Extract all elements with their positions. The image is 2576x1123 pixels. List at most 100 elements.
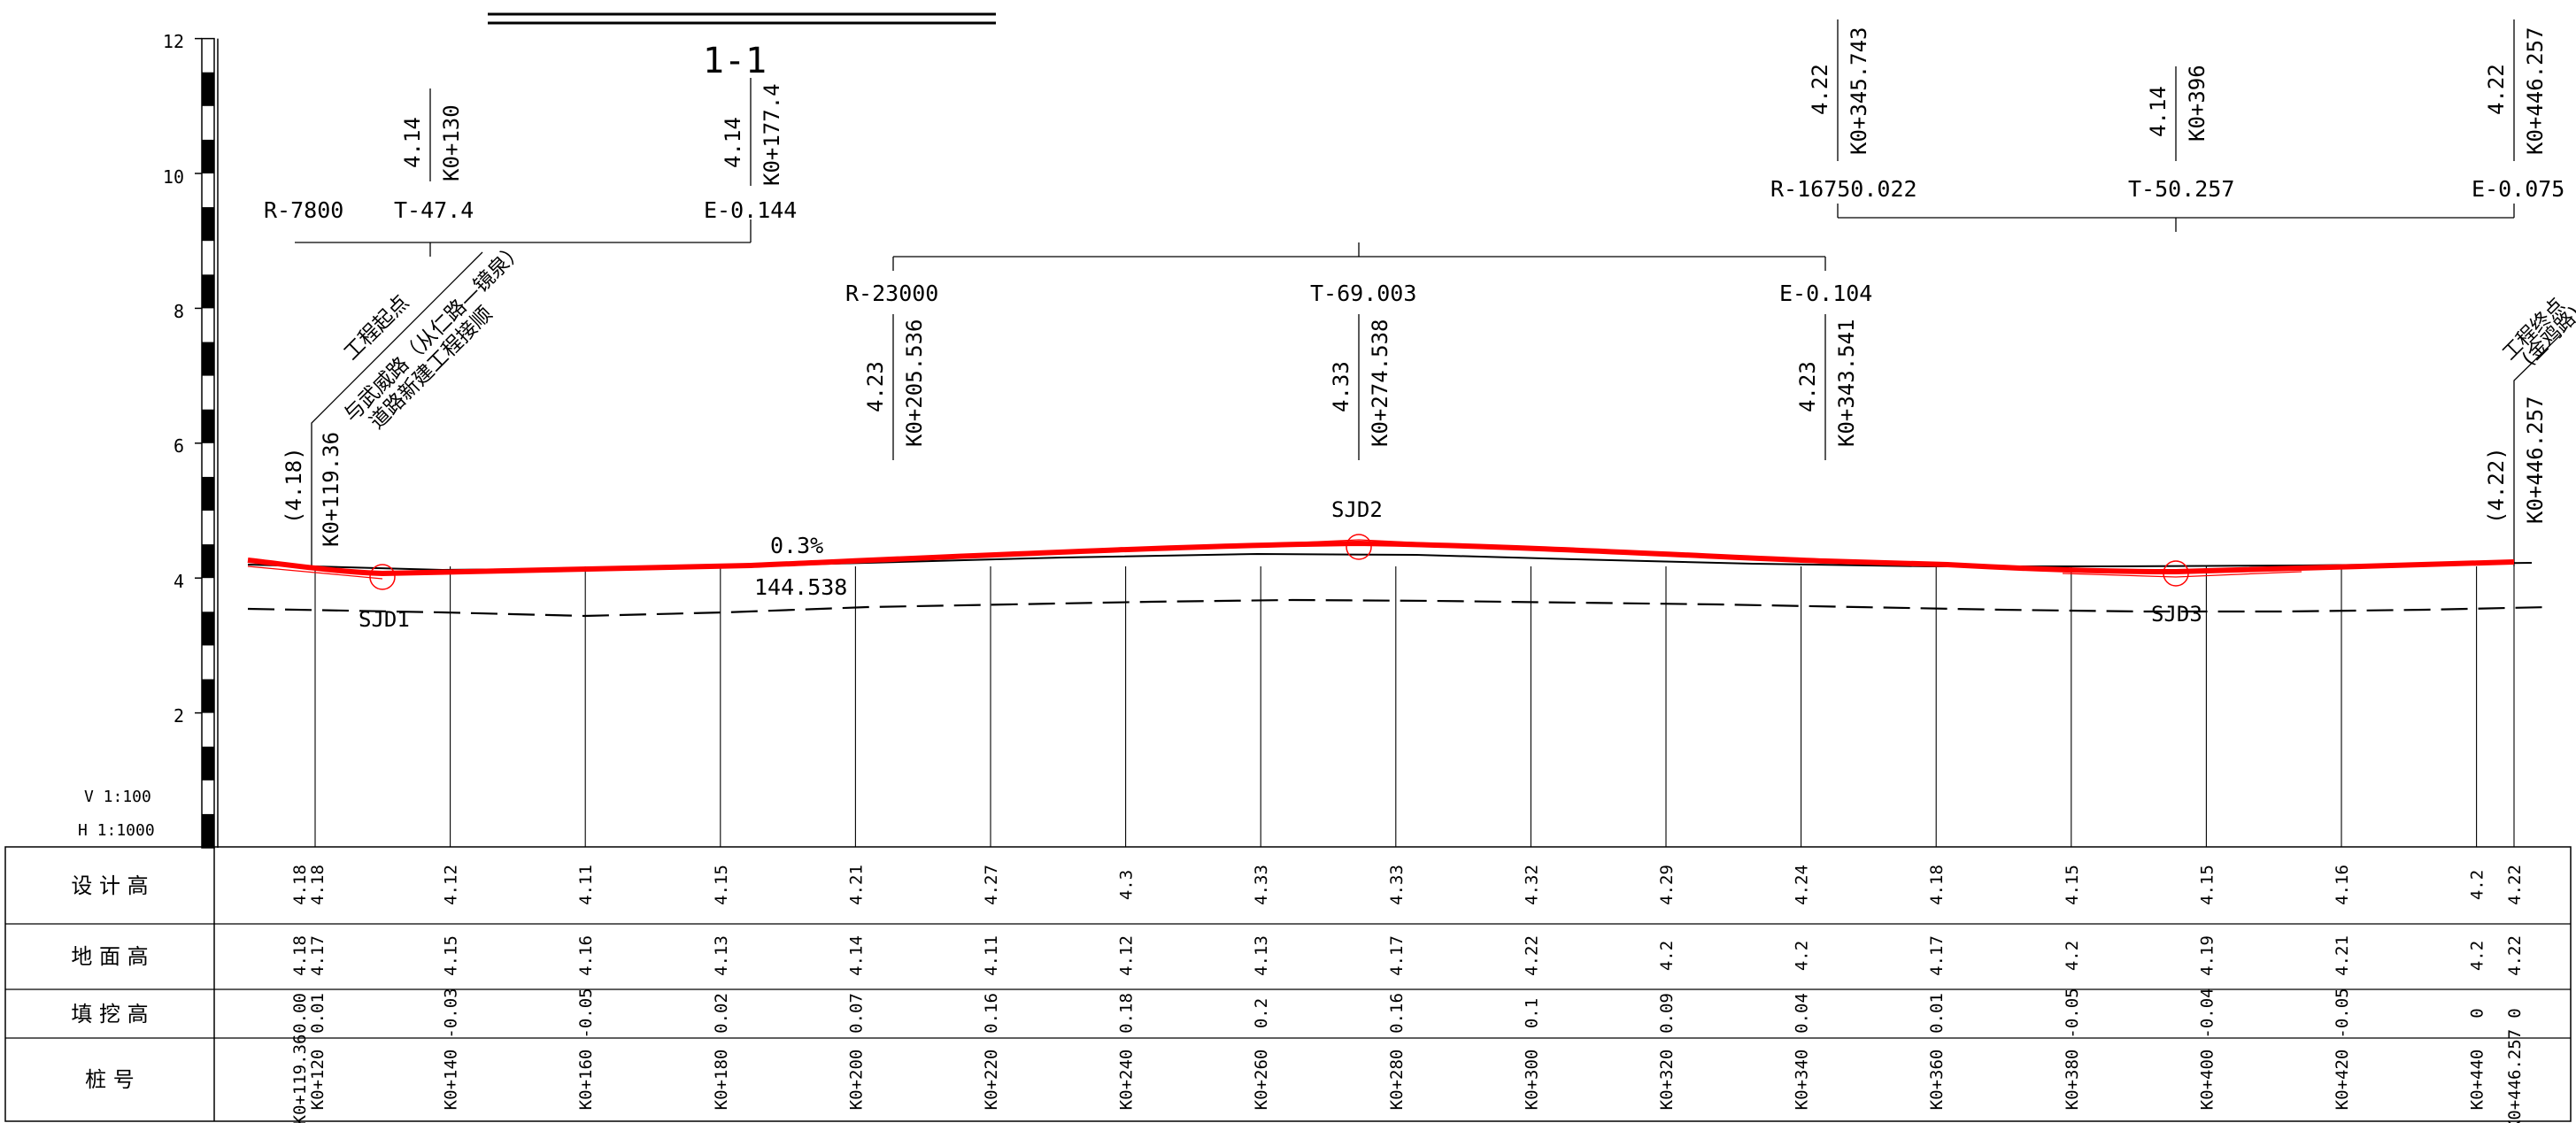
ruler-segment <box>202 274 214 309</box>
section-title: 1-1 <box>703 41 767 81</box>
tick-label-10: 10 <box>163 166 184 188</box>
tangent-line-2 <box>1238 539 1470 546</box>
design-elev-cell: 4.2 <box>2468 870 2487 900</box>
row-label-station: 桩 号 <box>85 1067 135 1092</box>
curve-3-end-elev: 4.22 <box>2484 64 2509 115</box>
station-cell: K0+300 <box>1522 1050 1541 1111</box>
ruler-segment <box>202 746 214 781</box>
cutfill-cell: 0.09 <box>1657 993 1677 1034</box>
horizontal-scale: H 1:1000 <box>78 821 155 840</box>
curve-2-start-elev: 4.23 <box>863 361 888 412</box>
curve-1-tangent: T-47.4 <box>394 197 474 223</box>
ground-elev-cell: 4.15 <box>442 935 461 976</box>
table-frame <box>4 846 2572 1122</box>
ruler-segment <box>202 409 214 443</box>
design-elev-cell: 4.33 <box>1252 865 1271 905</box>
station-cell: K0+140 <box>442 1050 461 1111</box>
cutfill-cell: -0.05 <box>576 988 596 1038</box>
curve-3-end-station: K0+446.257 <box>2523 27 2548 156</box>
station-cell: K0+200 <box>846 1050 866 1111</box>
row-label-design: 设 计 高 <box>71 873 148 898</box>
ground-elev-cell: 4.12 <box>1117 935 1137 976</box>
curve-3-annotation: R-16750.022 T-50.257 E-0.075 4.22 K0+345… <box>1770 19 2564 232</box>
curve-2-pvi-station: K0+274.538 <box>1368 319 1392 448</box>
design-elev-cell: 4.15 <box>712 865 731 905</box>
design-elev-cell: 4.33 <box>1387 865 1407 905</box>
vertical-scale: V 1:100 <box>84 788 151 806</box>
station-cell: K0+280 <box>1387 1050 1407 1111</box>
ground-elev-cell: 4.19 <box>2197 935 2217 976</box>
table-cells: 4.184.180.00K0+119.364.184.170.01K0+1204… <box>290 865 2525 1123</box>
curve-3-pvi-elev: 4.14 <box>2146 86 2171 137</box>
curve-1-end-station: K0+177.4 <box>760 83 784 186</box>
curve-3-start-elev: 4.22 <box>1808 64 1832 115</box>
station-cell: K0+320 <box>1657 1050 1677 1111</box>
ground-elev-cell: 4.14 <box>846 935 866 976</box>
curve-3-pvi-station: K0+396 <box>2185 65 2210 142</box>
ground-elev-cell: 4.2 <box>2063 941 2082 971</box>
station-cell: K0+260 <box>1252 1050 1271 1111</box>
start-elev: (4.18) <box>282 447 306 524</box>
ground-elev-cell: 4.22 <box>1522 935 1541 976</box>
ground-elev-cell: 4.17 <box>308 935 328 976</box>
row-label-ground: 地 面 高 <box>71 944 148 969</box>
design-elev-cell: 4.15 <box>2063 865 2082 905</box>
station-cell: K0+380 <box>2063 1050 2082 1111</box>
ground-elev-cell: 4.18 <box>290 935 310 976</box>
cutfill-cell: 0.16 <box>982 993 1001 1034</box>
data-table: 设 计 高 地 面 高 填 挖 高 桩 号 4.184.180.00K0+119… <box>4 846 2572 1123</box>
cutfill-cell: 0.2 <box>1252 998 1271 1028</box>
design-elev-cell: 4.18 <box>308 865 328 905</box>
ground-elev-cell: 4.21 <box>2333 935 2352 976</box>
curve-3-external: E-0.075 <box>2472 176 2564 202</box>
cutfill-cell: 0 <box>2468 1008 2487 1018</box>
cutfill-cell: 0 <box>2505 1008 2525 1018</box>
end-elev: (4.22) <box>2484 447 2509 524</box>
design-profile-line <box>247 540 2515 577</box>
curve-1-external: E-0.144 <box>704 197 797 223</box>
ground-elev-cell: 4.22 <box>2505 935 2525 976</box>
curve-2-external: E-0.104 <box>1779 281 1872 306</box>
design-elev-cell: 4.11 <box>576 865 596 905</box>
tick-label-6: 6 <box>174 435 184 457</box>
cutfill-cell: 0.16 <box>1387 993 1407 1034</box>
ground-elev-cell: 4.17 <box>1387 935 1407 976</box>
pvi-label-sjd1: SJD1 <box>359 607 410 632</box>
pvi-marker-sjd2 <box>1346 534 1372 560</box>
station-cell: K0+340 <box>1793 1050 1812 1111</box>
ground-elev-cell: 4.13 <box>1252 935 1271 976</box>
design-elev-cell: 4.32 <box>1522 865 1541 905</box>
design-elev-cell: 4.3 <box>1117 870 1137 900</box>
grade-length: 144.538 <box>754 574 847 600</box>
cutfill-cell: 0.07 <box>846 993 866 1034</box>
ruler-tick-labels: 12 10 8 6 4 2 <box>163 31 184 727</box>
design-elev-cell: 4.21 <box>846 865 866 905</box>
cutfill-cell: -0.05 <box>2063 988 2082 1038</box>
station-cell: K0+120 <box>308 1050 328 1111</box>
ground-elev-cell: 4.17 <box>1927 935 1947 976</box>
station-cell: K0+180 <box>712 1050 731 1111</box>
start-point-annotation: (4.18) K0+119.36 工程起点 与武威路（从仁路—镜泉） 道路新建工… <box>282 238 528 566</box>
cutfill-cell: -0.03 <box>442 988 461 1038</box>
tick-label-12: 12 <box>163 31 184 52</box>
row-label-cutfill: 填 挖 高 <box>71 1002 148 1027</box>
design-elev-cell: 4.18 <box>290 865 310 905</box>
ruler-segment <box>202 342 214 376</box>
original-ground-line <box>247 598 2550 618</box>
ruler-segment <box>202 139 214 173</box>
curve-3-start-station: K0+345.743 <box>1847 27 1871 156</box>
ground-elev-cell: 4.13 <box>712 935 731 976</box>
tick-label-8: 8 <box>174 301 184 322</box>
ruler-segment <box>202 72 214 106</box>
station-cell: K0+420 <box>2333 1050 2352 1111</box>
design-elev-cell: 4.24 <box>1793 865 1812 905</box>
cutfill-cell: 0.00 <box>290 993 310 1034</box>
tick-label-4: 4 <box>174 571 184 592</box>
ruler-segment <box>202 611 214 646</box>
elevation-ruler <box>195 37 219 849</box>
curve-2-end-elev: 4.23 <box>1795 361 1820 412</box>
ruler-segment <box>202 544 214 579</box>
curve-2-pvi-elev: 4.33 <box>1329 361 1354 412</box>
tick-label-2: 2 <box>174 705 184 727</box>
